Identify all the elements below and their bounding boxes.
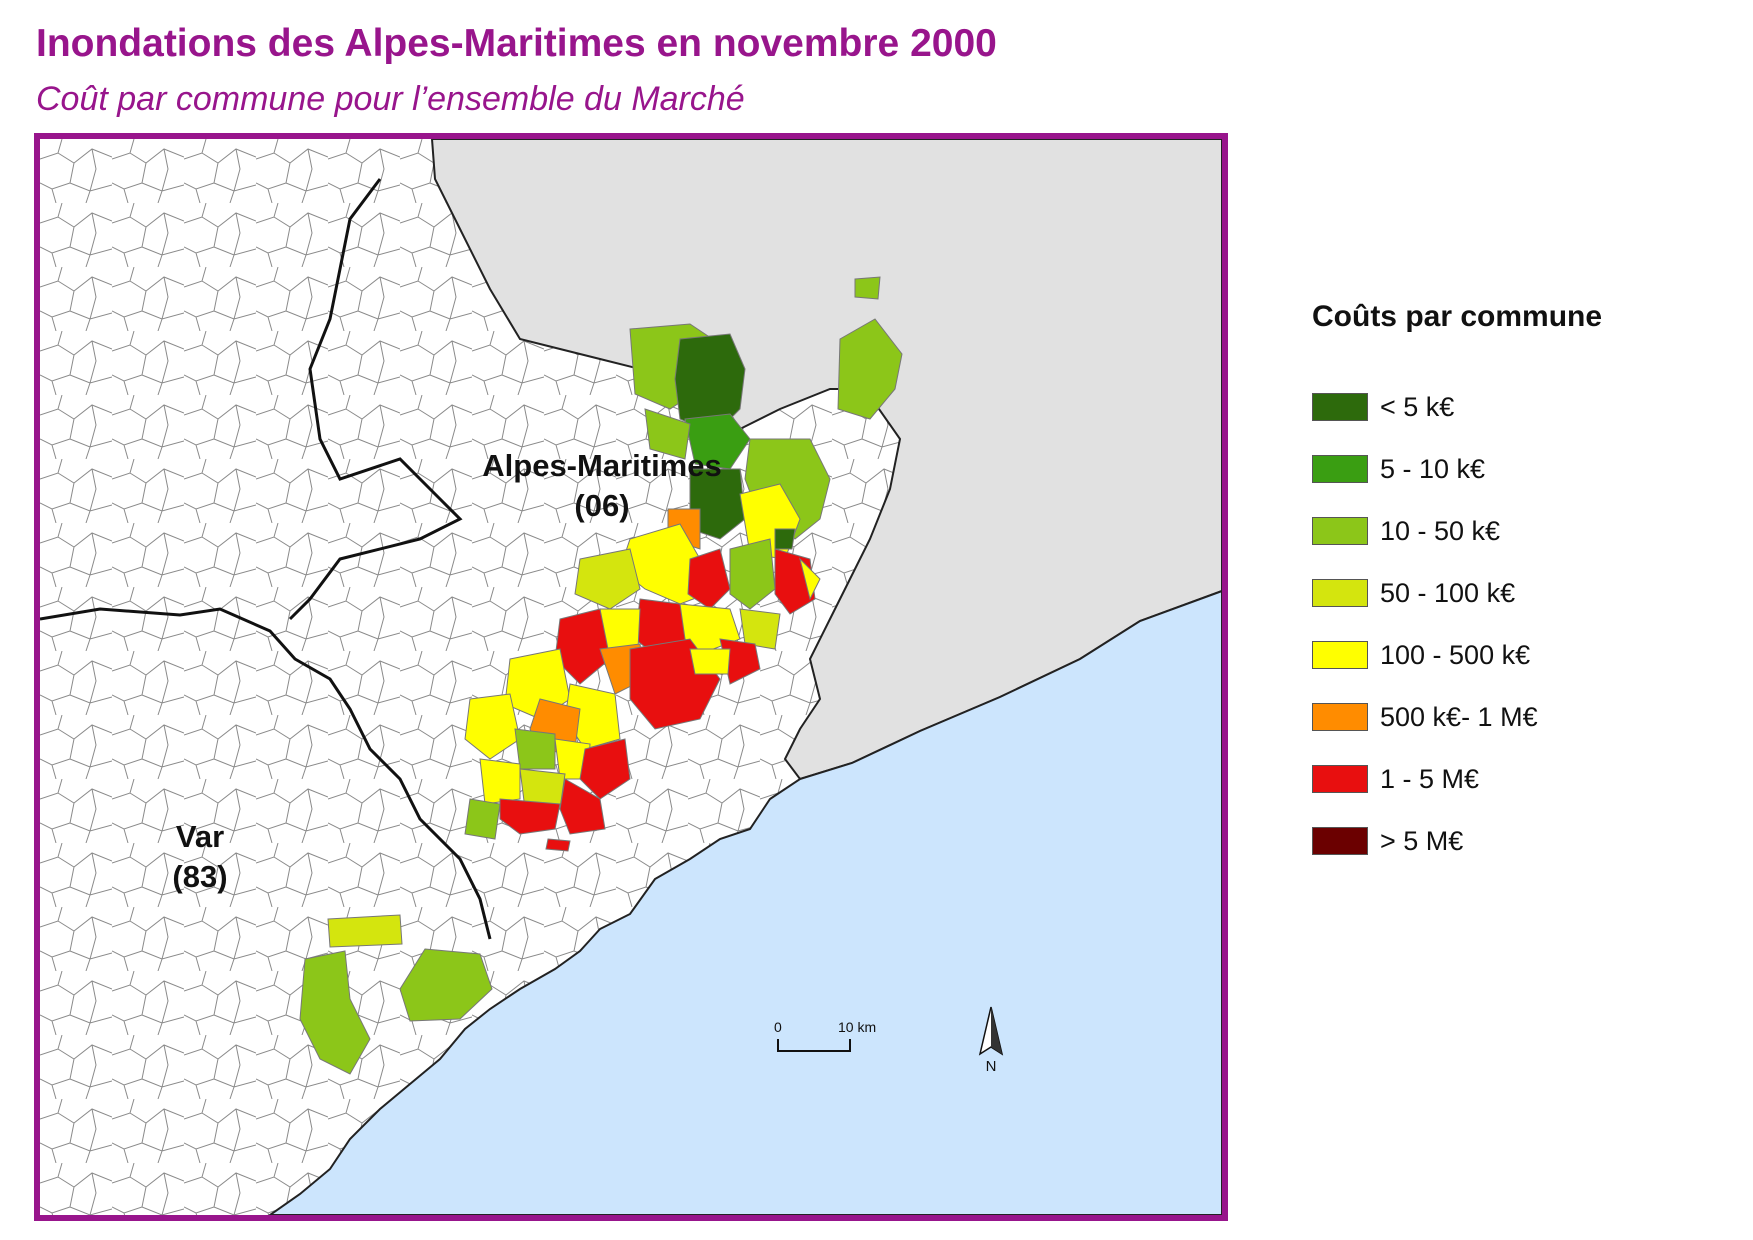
- legend-swatch: [1312, 703, 1368, 731]
- map-canvas: Alpes-Maritimes (06) Var (83) 0 10 km N: [40, 139, 1222, 1215]
- legend-label: < 5 k€: [1380, 391, 1455, 422]
- legend-swatch: [1312, 641, 1368, 669]
- department-border-var: [40, 607, 492, 940]
- label-alpes-maritimes: Alpes-Maritimes: [482, 448, 721, 483]
- legend-item: 50 - 100 k€: [1312, 562, 1732, 624]
- north-arrow-label: N: [986, 1058, 997, 1075]
- legend-label: 5 - 10 k€: [1380, 453, 1486, 484]
- legend-item: 1 - 5 M€: [1312, 748, 1732, 810]
- department-border-north: [288, 178, 463, 621]
- legend-item: 10 - 50 k€: [1312, 500, 1732, 562]
- legend-swatch: [1312, 455, 1368, 483]
- commune-cost-polygons: [299, 276, 903, 1075]
- map-subtitle: Coût par commune pour l’ensemble du Marc…: [36, 80, 745, 118]
- sea-area: [268, 589, 1222, 1215]
- legend-label: 500 k€- 1 M€: [1380, 701, 1538, 732]
- north-arrow-icon: N: [978, 1006, 1004, 1075]
- map-frame: Alpes-Maritimes (06) Var (83) 0 10 km N: [34, 133, 1228, 1221]
- legend-items: < 5 k€ 5 - 10 k€ 10 - 50 k€ 50 - 100 k€ …: [1312, 376, 1732, 872]
- scale-bar-start: 0: [774, 1019, 782, 1035]
- legend-swatch: [1312, 517, 1368, 545]
- legend-item: 500 k€- 1 M€: [1312, 686, 1732, 748]
- map-title: Inondations des Alpes-Maritimes en novem…: [36, 22, 997, 65]
- legend-swatch: [1312, 765, 1368, 793]
- legend-item: < 5 k€: [1312, 376, 1732, 438]
- legend-label: 10 - 50 k€: [1380, 515, 1501, 546]
- label-var: Var: [176, 819, 224, 854]
- legend-label: > 5 M€: [1380, 825, 1464, 856]
- legend-title: Coûts par commune: [1312, 300, 1603, 333]
- legend-label: 1 - 5 M€: [1380, 763, 1480, 794]
- legend-item: 100 - 500 k€: [1312, 624, 1732, 686]
- legend-swatch: [1312, 393, 1368, 421]
- legend-item: > 5 M€: [1312, 810, 1732, 872]
- legend: Coûts par commune < 5 k€ 5 - 10 k€ 10 - …: [1312, 300, 1732, 872]
- legend-swatch: [1312, 579, 1368, 607]
- scale-bar-end: 10 km: [838, 1019, 876, 1035]
- label-alpes-maritimes-code: (06): [574, 488, 629, 523]
- legend-label: 50 - 100 k€: [1380, 577, 1516, 608]
- legend-item: 5 - 10 k€: [1312, 438, 1732, 500]
- label-var-code: (83): [172, 859, 227, 894]
- legend-label: 100 - 500 k€: [1380, 639, 1531, 670]
- legend-swatch: [1312, 827, 1368, 855]
- scale-bar: 0 10 km: [774, 1019, 876, 1052]
